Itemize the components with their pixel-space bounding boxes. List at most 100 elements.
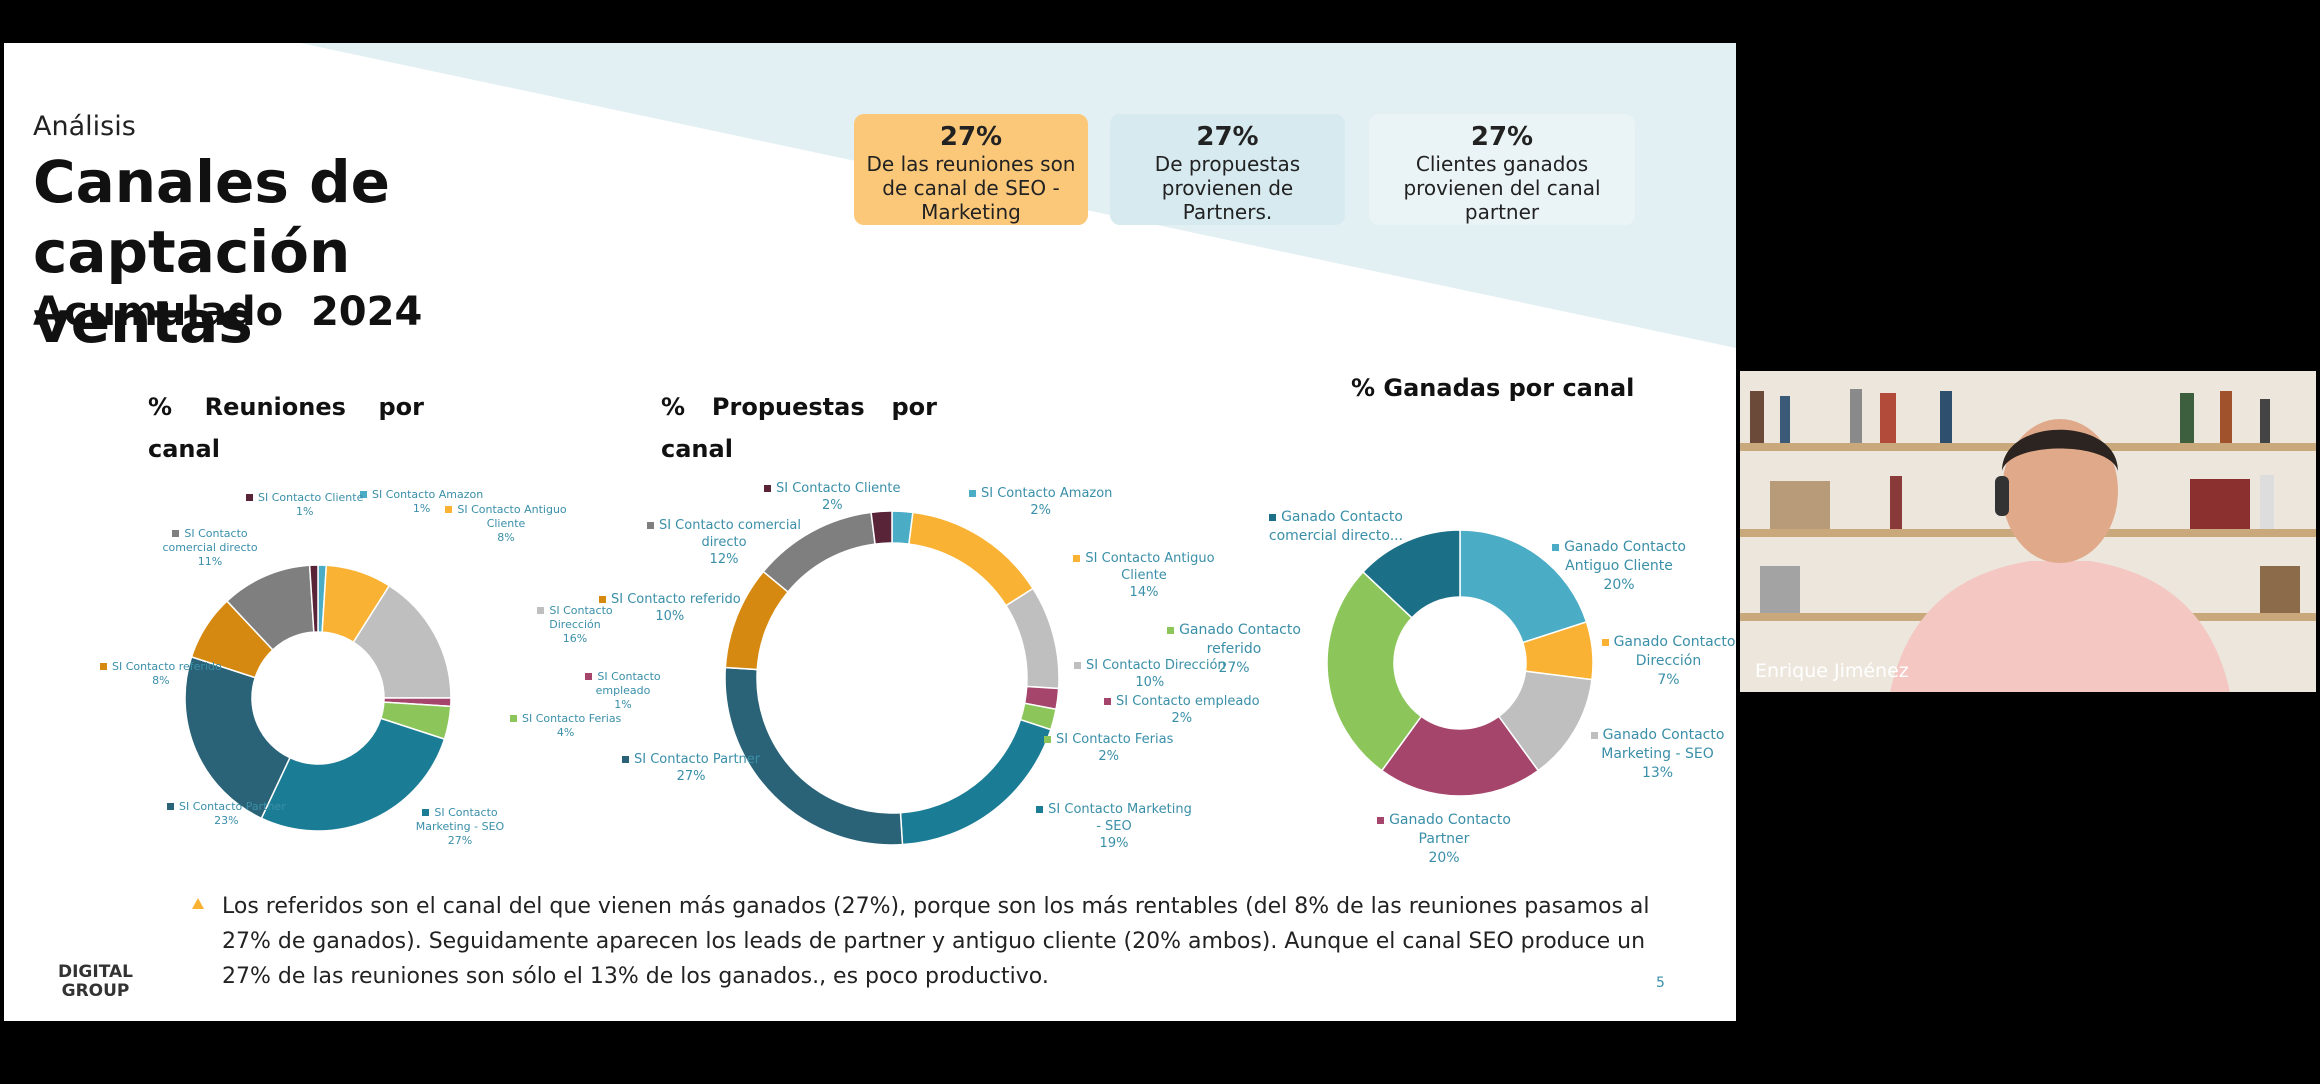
slice-name: SI Contacto Dirección — [510, 604, 640, 632]
category-label: SI Contacto Ferias — [1056, 732, 1174, 747]
logo: DIGITAL GROUP — [58, 963, 133, 1001]
charts — [184, 510, 1594, 846]
slice-name: Ganado Contacto referido — [1144, 621, 1324, 659]
slice-label: Ganado Contacto comercial directo... — [1246, 508, 1426, 546]
logo-line: DIGITAL — [58, 962, 133, 982]
label-marker — [1044, 736, 1051, 743]
value-label: 7% — [1657, 672, 1680, 688]
chart-title: % Ganadas por canal — [1351, 374, 1635, 402]
category-label: SI Contacto Ferias — [522, 712, 622, 725]
donut-slice — [184, 655, 291, 820]
value-label: 2% — [1171, 711, 1193, 726]
category-label: Ganado Contacto Marketing - SEO — [1601, 727, 1725, 762]
slice-label: SI Contacto referido 10% — [599, 591, 741, 625]
slice-name: SI Contacto Cliente — [764, 480, 901, 497]
donut-slice — [1004, 587, 1060, 690]
label-marker — [360, 491, 367, 498]
donut-slice — [1459, 529, 1588, 644]
slice-label: SI Contacto Ferias 2% — [1044, 731, 1173, 765]
label-marker — [422, 809, 430, 816]
slice-label: Ganado Contacto Dirección 7% — [1601, 633, 1736, 690]
category-label: Ganado Contacto comercial directo... — [1268, 509, 1404, 544]
value-label: 1% — [295, 505, 314, 518]
slice-name: Ganado Contacto Dirección — [1601, 633, 1736, 671]
value-label: 13% — [1641, 765, 1674, 781]
slide-title: Canales de captación ventas — [33, 148, 390, 356]
category-label: Ganado Contacto Antiguo Cliente — [1564, 539, 1686, 574]
slice-label: SI Contacto Ferias 4% — [510, 712, 621, 740]
value-label: 10% — [655, 609, 685, 624]
category-label: Ganado Contacto Dirección — [1613, 634, 1736, 669]
label-marker — [246, 494, 253, 501]
value-label: 16% — [562, 632, 588, 645]
video-frame — [1740, 371, 2316, 692]
slice-name: SI Contacto Amazon — [969, 485, 1112, 502]
value-label: 12% — [709, 552, 739, 567]
donut-slice — [308, 564, 319, 633]
value-label: 1% — [614, 698, 632, 711]
slice-label: SI Contacto Cliente 2% — [764, 480, 901, 514]
value-label: 19% — [1099, 836, 1129, 851]
donut-slice — [1361, 529, 1461, 619]
value-label: 27% — [447, 834, 473, 847]
slice-name: SI Contacto Partner — [167, 800, 286, 814]
page-number: 5 — [1656, 975, 1665, 991]
highlight-box: 27% De propuestas provienen de Partners. — [1110, 114, 1345, 225]
donut-slice — [908, 511, 1035, 607]
category-label: SI Contacto referido — [611, 592, 741, 607]
label-marker — [167, 803, 174, 810]
category-label: SI Contacto Amazon — [981, 486, 1113, 501]
slice-label: SI Contacto Dirección 10% — [1074, 657, 1226, 691]
video-tile: Enrique Jiménez — [1740, 371, 2316, 692]
slice-name: SI Contacto Cliente — [246, 491, 363, 505]
slice-name: SI Contacto empleado — [1104, 693, 1260, 710]
category-label: Ganado Contacto referido — [1179, 622, 1301, 657]
slice-name: SI Contacto Partner — [622, 751, 760, 768]
value-label: 8% — [152, 674, 170, 687]
slice-label: SI Contacto comercial directo 11% — [145, 527, 275, 569]
highlight-text: Clientes ganados provienen del canal par… — [1403, 152, 1601, 224]
label-marker — [1036, 806, 1044, 813]
slice-name: SI Contacto Amazon — [360, 488, 483, 502]
slice-name: SI Contacto comercial directo — [644, 517, 804, 551]
slice-name: SI Contacto Dirección — [1074, 657, 1226, 674]
label-marker — [537, 607, 545, 614]
slice-name: SI Contacto referido — [599, 591, 741, 608]
slice-name: Ganado Contacto Antiguo Cliente — [1529, 538, 1709, 576]
highlight-text: De las reuniones son de canal de SEO - M… — [866, 152, 1076, 224]
label-marker — [585, 673, 593, 680]
kicker: Análisis — [33, 111, 136, 142]
highlight-box: 27% De las reuniones son de canal de SEO … — [854, 114, 1088, 225]
slice-label: SI Contacto Dirección 16% — [510, 604, 640, 646]
label-marker — [445, 506, 453, 513]
value-label: 2% — [821, 498, 843, 513]
slice-label: SI Contacto Marketing - SEO 19% — [1034, 801, 1194, 852]
category-label: SI Contacto Dirección — [549, 604, 613, 631]
participant-name: Enrique Jiménez — [1755, 660, 1909, 682]
category-label: SI Contacto referido — [112, 660, 222, 673]
category-label: SI Contacto Marketing - SEO — [415, 806, 505, 833]
label-marker — [1377, 817, 1385, 824]
category-label: SI Contacto Antiguo Cliente — [1085, 551, 1215, 583]
highlight-value: 27% — [1196, 122, 1259, 152]
slice-label: SI Contacto Amazon 2% — [969, 485, 1112, 519]
slice-label: SI Contacto Cliente 1% — [246, 491, 363, 519]
value-label: 20% — [1603, 577, 1635, 593]
slice-name: SI Contacto Antiguo Cliente — [1064, 550, 1224, 584]
category-label: SI Contacto Partner — [179, 800, 286, 813]
value-label: 20% — [1428, 850, 1460, 866]
value-label: 4% — [556, 726, 575, 739]
category-label: SI Contacto comercial directo — [162, 527, 258, 554]
value-label: 27% — [1218, 660, 1250, 676]
donut-slice — [1326, 570, 1423, 772]
slice-name: Ganado Contacto Marketing - SEO — [1579, 726, 1736, 764]
donut-slice — [1380, 715, 1540, 797]
label-marker — [599, 596, 606, 603]
value-label: 14% — [1129, 585, 1159, 600]
slice-label: SI Contacto Antiguo Cliente 14% — [1064, 550, 1224, 601]
category-label: SI Contacto Amazon — [372, 488, 484, 501]
slice-label: SI Contacto comercial directo 12% — [644, 517, 804, 568]
category-label: SI Contacto Partner — [634, 752, 761, 767]
slice-label: SI Contacto empleado 2% — [1104, 693, 1260, 727]
value-label: 27% — [676, 769, 706, 784]
